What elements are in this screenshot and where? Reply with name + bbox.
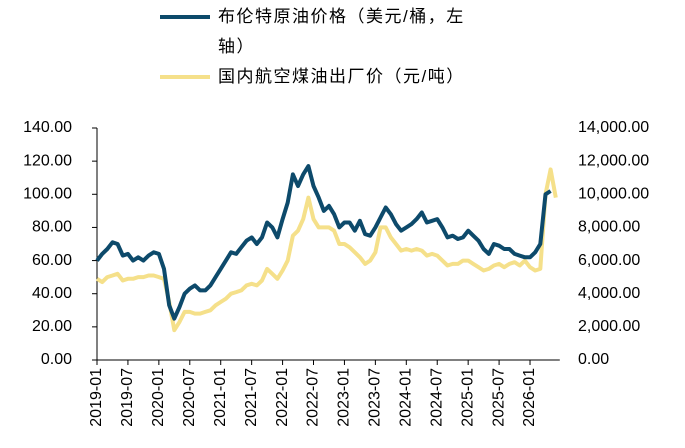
y2-tick-label: 4,000.00 [578,285,640,302]
x-tick-label: 2020-07 [181,368,198,427]
x-tick-label: 2019-07 [119,368,136,427]
series-line [95,167,558,333]
y2-tick-label: 0.00 [578,351,609,368]
x-tick-label: 2021-07 [243,368,260,427]
legend-label: 国内航空煤油出厂价（元/吨） [218,67,465,86]
y2-tick-label: 12,000.00 [578,152,649,169]
y2-tick-label: 10,000.00 [578,186,649,203]
legend-swatch [160,15,210,19]
legend-item: 国内航空煤油出厂价（元/吨） [160,62,490,92]
y-tick-label: 40.00 [32,285,72,302]
series-line [95,164,552,321]
x-tick-label: 2023-07 [367,368,384,427]
legend-label: 布伦特原油价格（美元/桶，左轴） [218,7,465,56]
y-tick-label: 20.00 [32,318,72,335]
x-tick-label: 2026-01 [521,368,538,427]
x-tick-label: 2022-07 [305,368,322,427]
y2-tick-label: 14,000.00 [578,119,649,136]
x-tick-label: 2023-01 [336,368,353,427]
x-tick-label: 2025-01 [459,368,476,427]
legend-swatch [160,75,210,79]
y-tick-label: 140.00 [23,119,72,136]
y-tick-label: 100.00 [23,186,72,203]
x-tick-label: 2022-01 [274,368,291,427]
x-tick-label: 2024-01 [398,368,415,427]
y-tick-label: 60.00 [32,252,72,269]
y-tick-label: 0.00 [41,351,72,368]
y2-tick-label: 8,000.00 [578,219,640,236]
y2-tick-label: 2,000.00 [578,318,640,335]
x-tick-label: 2021-01 [212,368,229,427]
x-tick-label: 2019-01 [88,368,105,427]
y-tick-label: 120.00 [23,152,72,169]
x-tick-label: 2025-07 [490,368,507,427]
y2-tick-label: 6,000.00 [578,252,640,269]
y-tick-label: 80.00 [32,219,72,236]
x-tick-label: 2020-01 [150,368,167,427]
legend-item: 布伦特原油价格（美元/桶，左轴） [160,2,490,62]
x-tick-label: 2024-07 [428,368,445,427]
